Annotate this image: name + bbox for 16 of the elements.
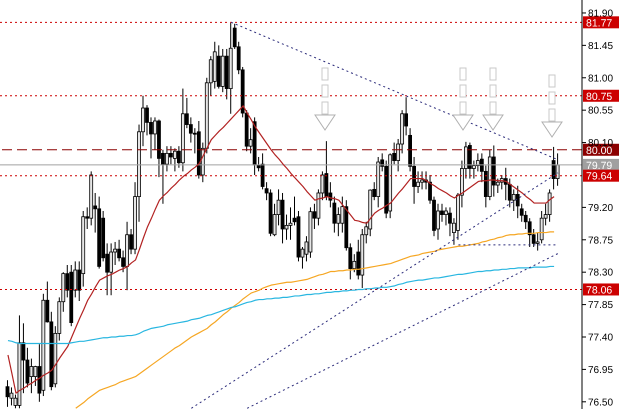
y-tick-label: 81.00 xyxy=(588,73,614,84)
ref-line-label: 78.06 xyxy=(586,284,612,296)
y-tick-label: 79.20 xyxy=(588,202,614,214)
line-series xyxy=(7,105,555,394)
y-tick-label: 76.50 xyxy=(588,397,614,408)
ref-line-label: 81.77 xyxy=(586,17,612,30)
y-tick-label: 76.95 xyxy=(588,364,614,376)
y-tick-label: 78.30 xyxy=(588,268,614,279)
ref-line-label: 79.64 xyxy=(586,170,612,183)
y-tick-label: 77.40 xyxy=(588,332,614,344)
ref-line-label: 80.75 xyxy=(586,90,612,103)
ref-line-label: 79.79 xyxy=(586,160,612,172)
y-tick-label: 81.45 xyxy=(588,40,614,52)
y-tick-label: 77.85 xyxy=(588,300,614,312)
y-tick-label: 80.55 xyxy=(588,106,614,117)
y-tick-label: 78.75 xyxy=(588,235,614,246)
